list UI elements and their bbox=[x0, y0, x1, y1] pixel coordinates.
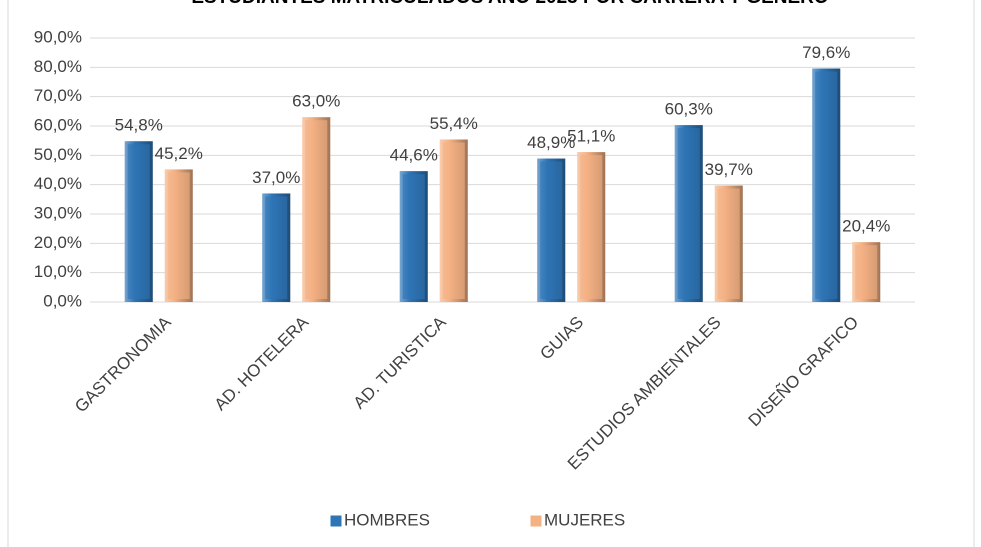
x-tick-label: GUIAS bbox=[536, 313, 587, 364]
value-label: 63,0% bbox=[292, 92, 340, 111]
chart-title: ESTUDIANTES MATRICULADOS AÑO 2023 POR CA… bbox=[191, 0, 828, 8]
value-label: 55,4% bbox=[430, 114, 478, 133]
value-label: 45,2% bbox=[155, 144, 203, 163]
bar-bevel bbox=[855, 245, 878, 299]
y-tick-label: 70,0% bbox=[34, 86, 82, 105]
bar-bevel bbox=[580, 155, 603, 299]
legend-swatch bbox=[529, 514, 543, 528]
x-tick-label: AD. HOTELERA bbox=[211, 312, 313, 414]
x-tick-label: AD. TURISTICA bbox=[350, 312, 451, 413]
bar-bevel bbox=[540, 161, 563, 299]
value-label: 20,4% bbox=[842, 217, 890, 236]
y-tick-label: 90,0% bbox=[34, 27, 82, 46]
y-tick-label: 10,0% bbox=[34, 262, 82, 281]
x-tick-label: ESTUDIOS AMBIENTALES bbox=[564, 313, 725, 474]
x-tick-label: DISEÑO GRAFICO bbox=[745, 313, 863, 431]
value-label: 51,1% bbox=[567, 127, 615, 146]
bar-bevel bbox=[677, 128, 700, 299]
x-tick-label: GASTRONOMIA bbox=[71, 312, 175, 416]
bar-bevel bbox=[127, 144, 150, 299]
value-label: 37,0% bbox=[252, 168, 300, 187]
chart-frame bbox=[7, 0, 975, 547]
y-tick-label: 30,0% bbox=[34, 203, 82, 222]
legend-swatch bbox=[329, 514, 343, 528]
bar-bevel bbox=[442, 142, 465, 299]
bar-bevel bbox=[402, 174, 425, 299]
value-label: 39,7% bbox=[705, 160, 753, 179]
value-label: 44,6% bbox=[390, 146, 438, 165]
bar-bevel bbox=[815, 71, 838, 299]
bar-bevel bbox=[265, 196, 288, 299]
legend-label: HOMBRES bbox=[344, 510, 430, 529]
bar-bevel bbox=[305, 120, 328, 299]
value-label: 48,9% bbox=[527, 133, 575, 152]
value-label: 60,3% bbox=[665, 100, 713, 119]
legend-label: MUJERES bbox=[544, 510, 625, 529]
y-tick-label: 20,0% bbox=[34, 233, 82, 252]
bar-bevel bbox=[717, 188, 740, 299]
y-tick-label: 0,0% bbox=[43, 291, 82, 310]
y-tick-label: 60,0% bbox=[34, 115, 82, 134]
bar-bevel bbox=[167, 172, 190, 299]
value-label: 79,6% bbox=[802, 43, 850, 62]
y-tick-label: 80,0% bbox=[34, 57, 82, 76]
y-tick-label: 40,0% bbox=[34, 174, 82, 193]
y-tick-label: 50,0% bbox=[34, 145, 82, 164]
value-label: 54,8% bbox=[115, 116, 163, 135]
